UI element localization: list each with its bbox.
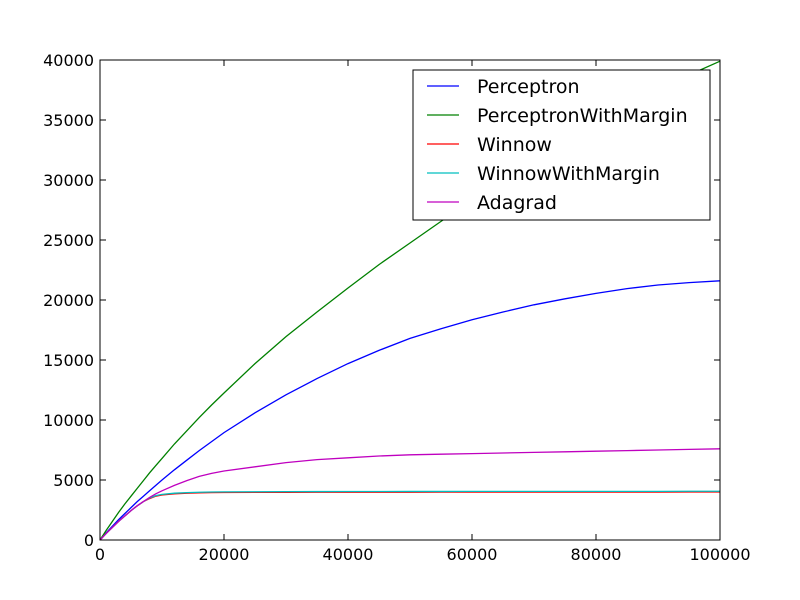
y-tick-label: 20000 [43, 291, 94, 310]
ticks-layer: 0 20000 40000 60000 80000 100000 0 5000 10000 150… [43, 51, 750, 564]
y-tick-label: 0 [84, 531, 94, 550]
y-tick-label: 5000 [53, 471, 94, 490]
x-tick-label: 40000 [323, 545, 374, 564]
y-tick-label: 40000 [43, 51, 94, 70]
legend: Perceptron PerceptronWithMargin Winnow Winn… [412, 69, 711, 221]
legend-label-winnowwithmargin: WinnowWithMargin [477, 163, 660, 185]
y-tick-label: 25000 [43, 231, 94, 250]
x-tick-label: 0 [95, 545, 105, 564]
x-tick-label: 80000 [571, 545, 622, 564]
legend-label-perceptronwithmargin: PerceptronWithMargin [477, 105, 688, 127]
x-tick-label: 100000 [689, 545, 750, 564]
x-tick-label: 60000 [447, 545, 498, 564]
legend-label-adagrad: Adagrad [477, 192, 557, 214]
legend-label-winnow: Winnow [477, 134, 552, 156]
x-tick-label: 20000 [199, 545, 250, 564]
y-tick-label: 10000 [43, 411, 94, 430]
legend-box [412, 69, 711, 221]
series-line-perceptron [99, 280, 721, 541]
series-line-adagrad [99, 448, 721, 541]
y-tick-label: 35000 [43, 111, 94, 130]
y-tick-label: 15000 [43, 351, 94, 370]
plot-area-frame [99, 59, 721, 541]
legend-label-perceptron: Perceptron [477, 76, 580, 98]
y-tick-label: 30000 [43, 171, 94, 190]
